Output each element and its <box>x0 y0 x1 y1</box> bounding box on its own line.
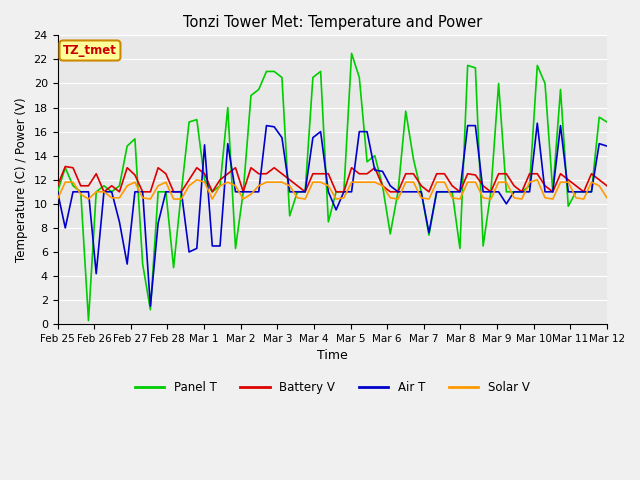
Y-axis label: Temperature (C) / Power (V): Temperature (C) / Power (V) <box>15 97 28 262</box>
X-axis label: Time: Time <box>317 349 348 362</box>
Text: TZ_tmet: TZ_tmet <box>63 44 117 57</box>
Title: Tonzi Tower Met: Temperature and Power: Tonzi Tower Met: Temperature and Power <box>182 15 482 30</box>
Legend: Panel T, Battery V, Air T, Solar V: Panel T, Battery V, Air T, Solar V <box>130 377 534 399</box>
